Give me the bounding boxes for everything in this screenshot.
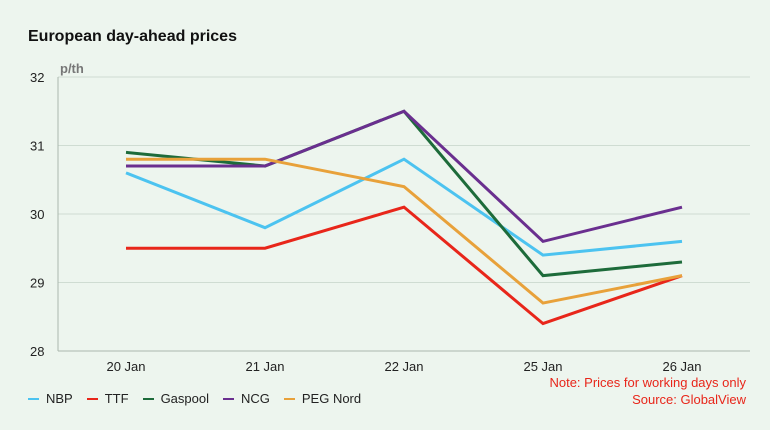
x-tick-label: 22 Jan xyxy=(384,359,423,374)
chart-title: European day-ahead prices xyxy=(28,28,237,45)
legend-swatch xyxy=(28,397,39,400)
x-tick-label: 26 Jan xyxy=(662,359,701,374)
chart-note: Note: Prices for working days only Sourc… xyxy=(549,374,746,408)
y-tick-label: 32 xyxy=(30,70,44,85)
legend-item-ttf: TTF xyxy=(86,391,129,406)
legend-swatch xyxy=(222,397,234,400)
grid-lines xyxy=(58,76,750,283)
legend: NBP TTF Gaspool NCG PEG Nord xyxy=(28,391,361,406)
x-tick-label: 20 Jan xyxy=(106,359,145,374)
axes xyxy=(57,77,750,352)
series-line-ncg xyxy=(126,109,683,244)
source-text: Source: GlobalView xyxy=(632,392,746,407)
tick-labels: 28 29 30 31 32 p/th 20 Jan 21 Jan 22 Jan 25 Jan 26… xyxy=(30,61,702,374)
series-line-nbp xyxy=(125,157,683,257)
legend-label: PEG Nord xyxy=(301,391,362,406)
legend-swatch xyxy=(283,397,295,400)
x-tick-label: 25 Jan xyxy=(523,359,562,374)
legend-label: NCG xyxy=(240,391,270,406)
series-line-peg-nord xyxy=(126,157,683,305)
y-tick-label: 30 xyxy=(30,207,44,222)
legend-swatch xyxy=(86,397,98,400)
legend-label: NBP xyxy=(46,391,73,406)
legend-item-ncg: NCG xyxy=(222,391,270,406)
series-line-ttf xyxy=(126,205,683,326)
y-tick-label: 28 xyxy=(30,344,44,359)
legend-label: TTF xyxy=(104,391,129,406)
series-lines xyxy=(125,109,683,326)
note-text: Note: Prices for working days only xyxy=(549,375,746,390)
y-tick-label: 31 xyxy=(30,139,44,154)
y-tick-label: 29 xyxy=(30,276,44,291)
legend-label: Gaspool xyxy=(160,391,209,406)
legend-item-gaspool: Gaspool xyxy=(142,391,209,406)
legend-item-peg-nord: PEG Nord xyxy=(283,391,362,406)
legend-item-nbp: NBP xyxy=(28,391,73,406)
y-unit-label: p/th xyxy=(60,61,84,76)
x-tick-label: 21 Jan xyxy=(245,359,284,374)
legend-swatch xyxy=(142,397,154,400)
